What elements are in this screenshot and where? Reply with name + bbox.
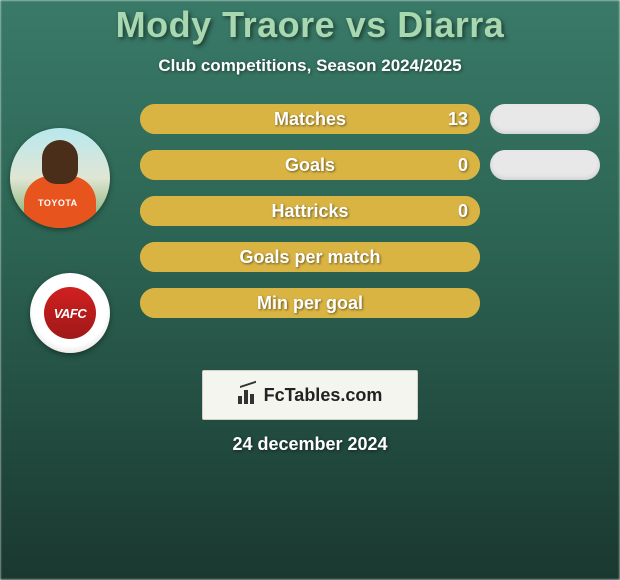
player-avatar: TOYOTA [10,128,110,228]
club-badge: VAFC [30,273,110,353]
subtitle: Club competitions, Season 2024/2025 [0,56,620,76]
stat-bar-row: Min per goal [140,288,480,318]
bar-value: 13 [448,104,468,134]
bar-label: Goals [140,150,480,180]
comparison-area: TOYOTA VAFC Matches13Goals0Hattricks0Goa… [0,104,620,364]
club-badge-text: VAFC [54,306,86,321]
stat-bar-row: Matches13 [140,104,480,134]
stat-bar-row: Goals0 [140,150,480,180]
right-pills [490,104,600,334]
bar-value: 0 [458,150,468,180]
content-root: Mody Traore vs Diarra Club competitions,… [0,0,620,580]
stat-bar-row: Hattricks0 [140,196,480,226]
logo-text: FcTables.com [264,385,383,406]
bar-label: Hattricks [140,196,480,226]
bar-label: Goals per match [140,242,480,272]
fctables-logo: FcTables.com [202,370,418,420]
stat-bar-row: Goals per match [140,242,480,272]
club-badge-inner: VAFC [44,287,96,339]
page-title: Mody Traore vs Diarra [0,4,620,46]
date-text: 24 december 2024 [0,434,620,455]
jersey-sponsor: TOYOTA [38,198,78,208]
chart-icon [238,386,258,404]
bar-value: 0 [458,196,468,226]
opponent-pill [490,104,600,134]
stat-bars: Matches13Goals0Hattricks0Goals per match… [140,104,480,334]
bar-label: Min per goal [140,288,480,318]
avatar-head [42,140,78,184]
bar-label: Matches [140,104,480,134]
opponent-pill [490,150,600,180]
